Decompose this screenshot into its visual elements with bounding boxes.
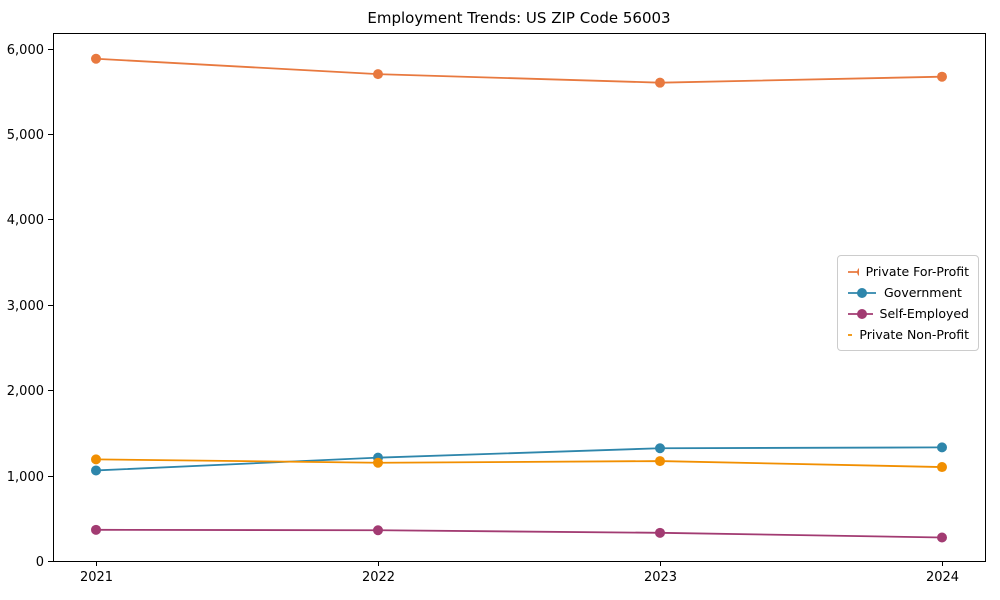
y-tick-label: 4,000	[7, 213, 44, 228]
legend-item-private-for-profit: Private For-Profit	[847, 263, 969, 280]
legend-swatch-self-employed	[848, 308, 873, 319]
legend-label-government: Government	[884, 285, 962, 300]
series-marker-self-employed	[91, 524, 101, 535]
series-marker-private-for-profit	[373, 69, 383, 80]
y-tick-label: 5,000	[7, 128, 44, 143]
x-tick-label: 2022	[362, 570, 395, 585]
legend-swatch-private-for-profit	[848, 267, 859, 276]
series-marker-private-non-profit	[655, 456, 665, 467]
series-line-self-employed	[95, 528, 943, 539]
legend-marker-icon	[857, 308, 867, 319]
y-tick-label: 3,000	[7, 299, 44, 314]
series-marker-government	[937, 442, 947, 453]
series-line-private-non-profit	[95, 458, 943, 468]
series-marker-self-employed	[655, 527, 665, 538]
series-line-private-for-profit	[95, 57, 943, 84]
y-tick-label: 1,000	[7, 470, 44, 485]
y-tick-label: 6,000	[7, 43, 44, 58]
series-marker-government	[91, 465, 101, 476]
legend-marker-icon	[857, 267, 859, 276]
series-marker-self-employed	[373, 525, 383, 536]
series-marker-self-employed	[937, 532, 947, 543]
legend-item-self-employed: Self-Employed	[847, 305, 969, 322]
series-marker-government	[655, 443, 665, 454]
series-marker-private-non-profit	[91, 454, 101, 465]
legend-item-private-non-profit: Private Non-Profit	[847, 326, 969, 343]
legend-item-government: Government	[847, 284, 969, 301]
legend-label-private-non-profit: Private Non-Profit	[859, 327, 969, 342]
axes-frame	[53, 33, 986, 562]
legend-marker-icon	[857, 287, 867, 298]
legend-swatch-government	[848, 287, 876, 298]
x-tick-label: 2021	[80, 570, 113, 585]
chart-title: Employment Trends: US ZIP Code 56003	[367, 9, 671, 27]
series-marker-private-for-profit	[91, 53, 101, 64]
series-line-government	[95, 446, 943, 472]
x-tick-label: 2024	[926, 570, 959, 585]
x-tick-label: 2023	[644, 570, 677, 585]
series-marker-private-for-profit	[937, 71, 947, 82]
chart-legend: Private For-Profit Government Self-Employe…	[837, 255, 979, 351]
legend-label-self-employed: Self-Employed	[879, 306, 969, 321]
y-tick-label: 2,000	[7, 384, 44, 399]
series-marker-private-non-profit	[373, 457, 383, 468]
legend-label-private-for-profit: Private For-Profit	[865, 264, 969, 279]
legend-swatch-private-non-profit	[848, 333, 853, 336]
series-marker-private-for-profit	[655, 77, 665, 88]
y-tick-label: 0	[36, 555, 44, 570]
series-marker-private-non-profit	[937, 462, 947, 473]
